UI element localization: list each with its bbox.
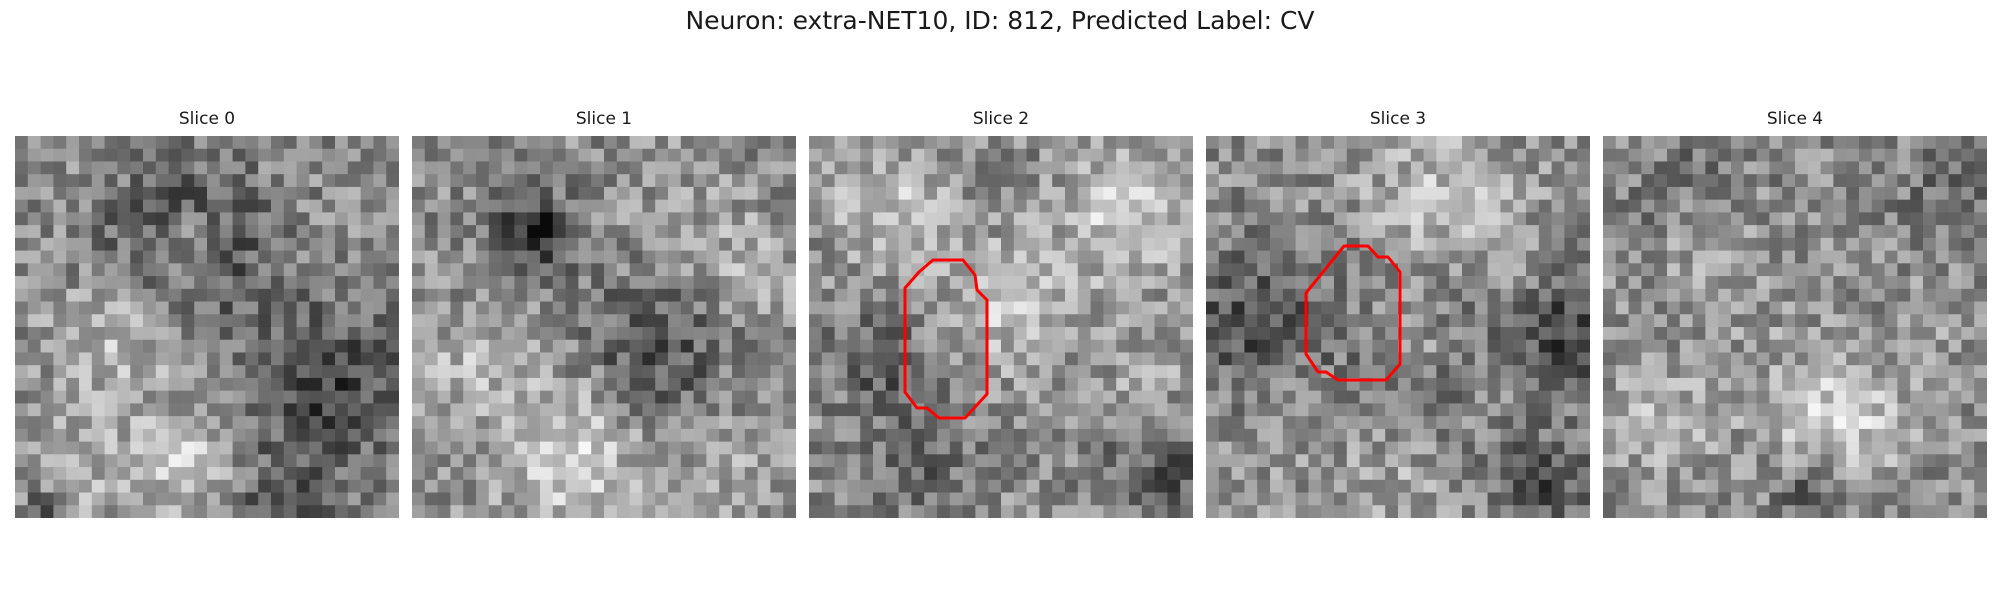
slice-image: [15, 136, 399, 518]
pixel-grid: [1206, 136, 1590, 518]
slice-image: [1206, 136, 1590, 518]
slice-title: Slice 0: [178, 109, 236, 129]
figure-title: Neuron: extra-NET10, ID: 812, Predicted …: [685, 6, 1315, 35]
slice-title: Slice 2: [972, 109, 1030, 129]
pixel-grid: [15, 136, 399, 518]
slice-title: Slice 4: [1766, 109, 1824, 129]
slice-image: [809, 136, 1193, 518]
pixel-grid: [1603, 136, 1987, 518]
slice-title: Slice 3: [1369, 109, 1427, 129]
slice-title: Slice 1: [575, 109, 633, 129]
pixel-grid: [412, 136, 796, 518]
slice-panel-0: Slice 0: [15, 108, 399, 518]
slice-image: [1603, 136, 1987, 518]
slice-image: [412, 136, 796, 518]
slice-panel-3: Slice 3: [1206, 108, 1590, 518]
segmentation-contour: [903, 258, 989, 420]
slice-panel-2: Slice 2: [809, 108, 1193, 518]
slice-panel-1: Slice 1: [412, 108, 796, 518]
slice-panel-4: Slice 4: [1603, 108, 1987, 518]
segmentation-contour: [1304, 244, 1402, 382]
pixel-grid: [809, 136, 1193, 518]
